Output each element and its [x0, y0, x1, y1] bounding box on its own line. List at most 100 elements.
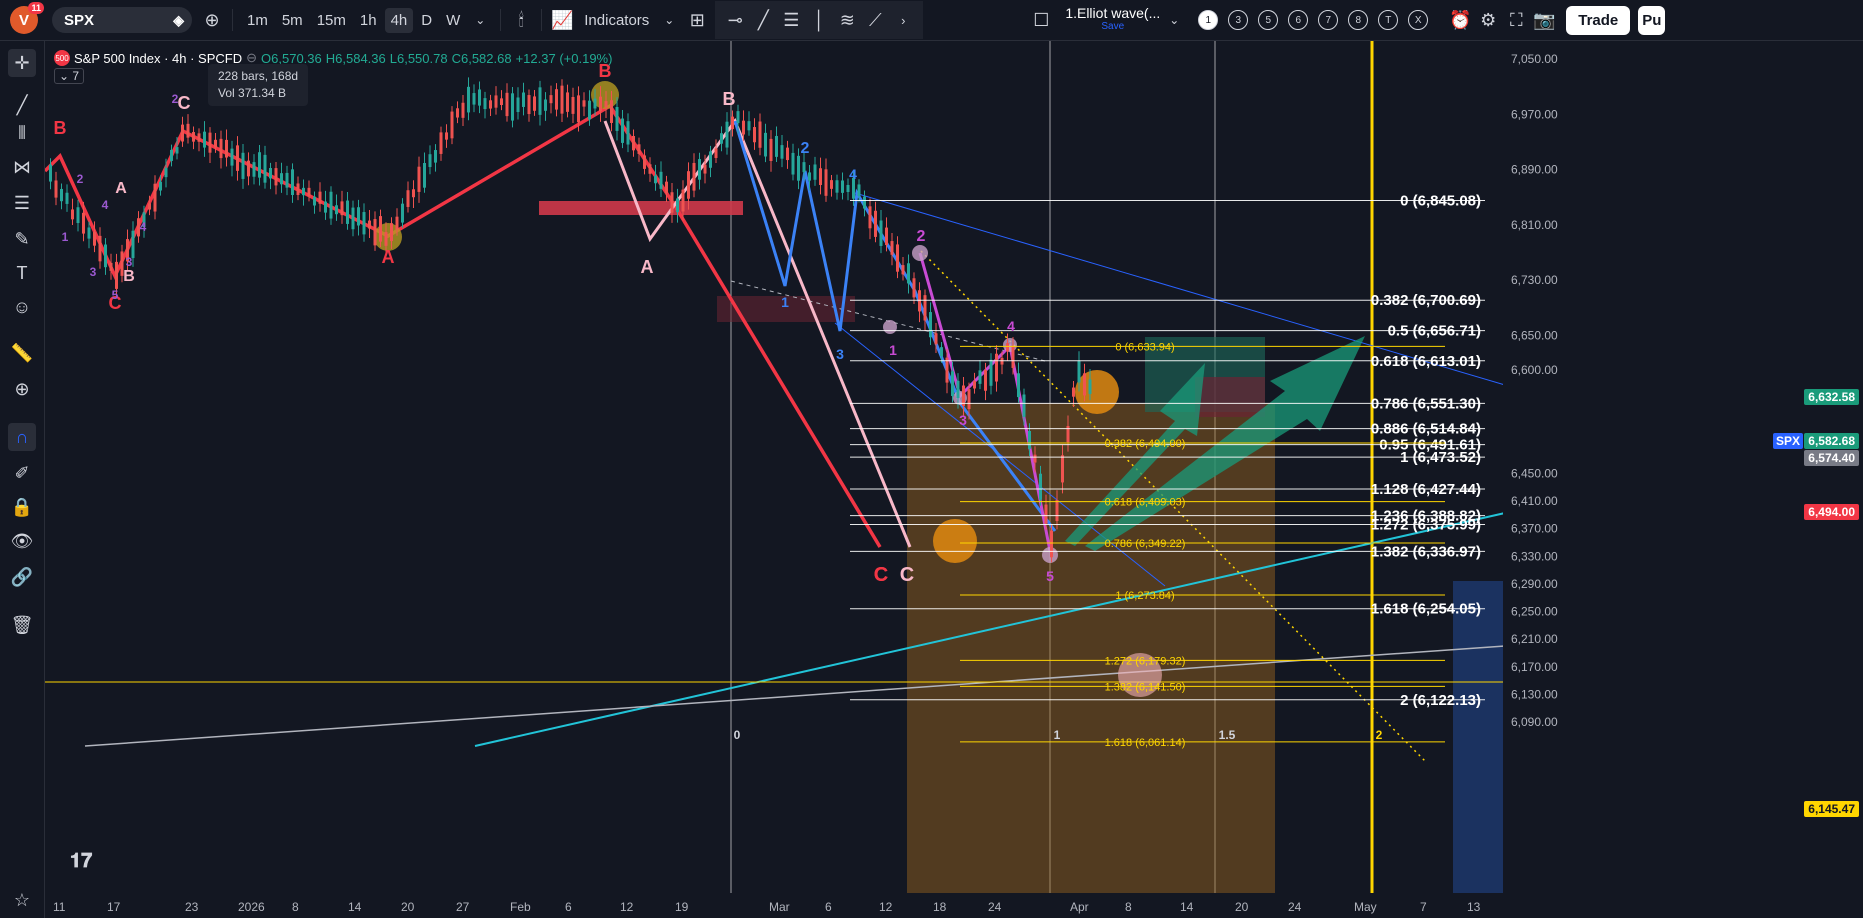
time-axis[interactable]: 11 17 23 2026 8 14 20 27 Feb 6 12 19 Mar 6 12 18 24 Apr 8 1… [45, 893, 1863, 918]
fib-level-label: 0.5 (6,656.71) [1388, 323, 1481, 340]
candle-body [148, 203, 151, 210]
support-box[interactable] [539, 201, 743, 215]
candle-body [65, 192, 69, 204]
trend-line-grey[interactable] [84, 645, 1506, 747]
interval-4h[interactable]: 4h [384, 7, 414, 33]
candle-body [566, 92, 569, 112]
interval-1h[interactable]: 1h [359, 11, 377, 29]
fib-levels-small[interactable]: 0 (6,633.94) 0.382 (6,494.00) 0.618 (6,409… [960, 341, 1445, 749]
fib-retracement-icon[interactable]: ☰ [783, 9, 800, 30]
range-tooltip: 228 bars, 168d Vol 371.34 B [208, 64, 309, 106]
vertical-line-icon[interactable]: │ [813, 9, 825, 30]
fib-icon[interactable]: ☰ [13, 192, 31, 213]
brush-icon[interactable]: ✎ [14, 228, 30, 249]
candle-body [978, 370, 982, 384]
magnet-icon[interactable]: ∩ [8, 423, 36, 451]
hotkey-T[interactable]: T [1378, 10, 1399, 30]
emoji-icon[interactable]: ☺ [12, 296, 32, 317]
price-chart[interactable]: 0 (6,845.08) 0.382 (6,700.69) 0.5 (6,656.7… [45, 41, 1863, 918]
indicators-icon[interactable]: 📈 [551, 9, 574, 30]
pattern-icon[interactable]: ⋈ [13, 156, 31, 177]
candle-body [791, 152, 795, 175]
pitchfork-icon[interactable]: ⫴ [18, 122, 26, 143]
layout-save[interactable]: Save [1101, 21, 1125, 32]
more-icon[interactable]: › [901, 12, 906, 28]
user-avatar[interactable]: V 11 [10, 2, 44, 34]
fib-levels-right[interactable]: 0 (6,845.08) 0.382 (6,700.69) 0.5 (6,656.7… [850, 193, 1485, 709]
green-arrow-2[interactable] [1085, 336, 1365, 551]
interval-1m[interactable]: 1m [247, 11, 268, 29]
candle-body [412, 189, 415, 198]
chevron-down-icon[interactable]: ⌄ [475, 13, 486, 27]
link-icon[interactable]: 🔗 [10, 566, 34, 587]
fullscreen-icon[interactable]: ⛶ [1509, 9, 1523, 30]
symbol-search[interactable]: SPX ◈ [52, 7, 192, 33]
text-icon[interactable]: T [16, 262, 28, 283]
ruler-icon[interactable]: 📏 [10, 342, 34, 363]
hotkey-5[interactable]: 5 [1258, 10, 1279, 30]
hotkey-6[interactable]: 6 [1288, 10, 1309, 30]
diamond-icon[interactable]: ◈ [173, 11, 184, 28]
hotkey-3[interactable]: 3 [1228, 10, 1249, 30]
legend-hide-icon[interactable]: ⊖ [246, 50, 258, 65]
eye-icon[interactable]: 👁 [10, 530, 34, 551]
chevron-down-icon[interactable]: ⌄ [664, 13, 675, 27]
zoom-icon[interactable]: ⊕ [14, 378, 30, 399]
indicators-collapse[interactable]: ⌄ 7 [54, 68, 85, 84]
candle-body [637, 144, 641, 154]
channel-top[interactable] [854, 192, 1506, 386]
green-arrow-1[interactable] [1065, 363, 1205, 546]
trade-button[interactable]: Trade [1566, 5, 1631, 35]
star-icon[interactable]: ☆ [13, 889, 31, 910]
path-icon[interactable]: ⟋ [869, 9, 882, 30]
collapse-count: 7 [72, 69, 80, 83]
publish-button[interactable]: Pu [1638, 5, 1666, 35]
interval-W[interactable]: W [446, 11, 461, 29]
camera-icon[interactable]: 📷 [1533, 9, 1556, 30]
candle-body [1011, 346, 1015, 368]
candle-body [736, 111, 740, 124]
templates-icon[interactable]: ⊞ [689, 9, 705, 30]
blue-volume-box [1453, 581, 1503, 918]
chevron-down-icon[interactable]: ⌄ [1169, 13, 1180, 27]
interval-5m[interactable]: 5m [281, 11, 303, 29]
alert-icon[interactable]: ⏰ [1449, 9, 1472, 30]
trend-line-icon[interactable]: ╱ [757, 9, 769, 30]
candle-body [71, 209, 74, 220]
candle-body [395, 216, 399, 230]
candle-body [500, 98, 503, 105]
hotkey-7[interactable]: 7 [1318, 10, 1339, 30]
lock-icon[interactable]: 🔒 [10, 496, 34, 517]
candle-body [659, 171, 663, 189]
hotkey-8[interactable]: 8 [1348, 10, 1369, 30]
pencil-lock-icon[interactable]: ✐ [14, 462, 30, 483]
candle-body [775, 135, 778, 157]
fib-extension-icon[interactable]: ≋ [839, 9, 855, 30]
add-symbol-icon[interactable]: ⊕ [204, 9, 220, 30]
candle-body [599, 96, 602, 112]
candle-body [82, 212, 85, 234]
trash-icon[interactable]: 🗑 [10, 614, 34, 635]
hotkey-X[interactable]: X [1408, 10, 1429, 30]
legend-title[interactable]: S&P 500 Index · 4h · SPCFD [74, 50, 243, 66]
circle-marker[interactable] [933, 519, 977, 563]
wave-path-pink[interactable] [603, 117, 912, 548]
horizontal-ray-icon[interactable]: ⊸ [727, 9, 743, 30]
trend-line-icon[interactable]: ╱ [16, 94, 28, 115]
candle-body [49, 164, 52, 182]
price-axis[interactable]: 7,050.00 6,970.00 6,890.00 6,810.00 6,730.00… [1503, 41, 1563, 918]
layout-name[interactable]: 1.Elliot wave(... Save [1065, 6, 1160, 33]
indicators-button[interactable]: Indicators [584, 11, 650, 29]
interval-15m[interactable]: 15m [316, 11, 346, 29]
crosshair-icon[interactable]: ✛ [8, 49, 36, 77]
time-axis-label: 24 [988, 900, 1002, 914]
circle-marker[interactable] [1075, 370, 1119, 414]
settings-icon[interactable]: ⚙ [1480, 9, 1497, 30]
interval-D[interactable]: D [421, 11, 433, 29]
candles-icon[interactable]: 🕯 [518, 9, 524, 30]
red-zone-box[interactable] [1195, 377, 1265, 417]
hotkey-1[interactable]: 1 [1198, 10, 1219, 30]
candle-body [120, 251, 124, 276]
candle-body [483, 98, 487, 110]
checkbox-icon[interactable]: ☐ [1033, 9, 1050, 30]
